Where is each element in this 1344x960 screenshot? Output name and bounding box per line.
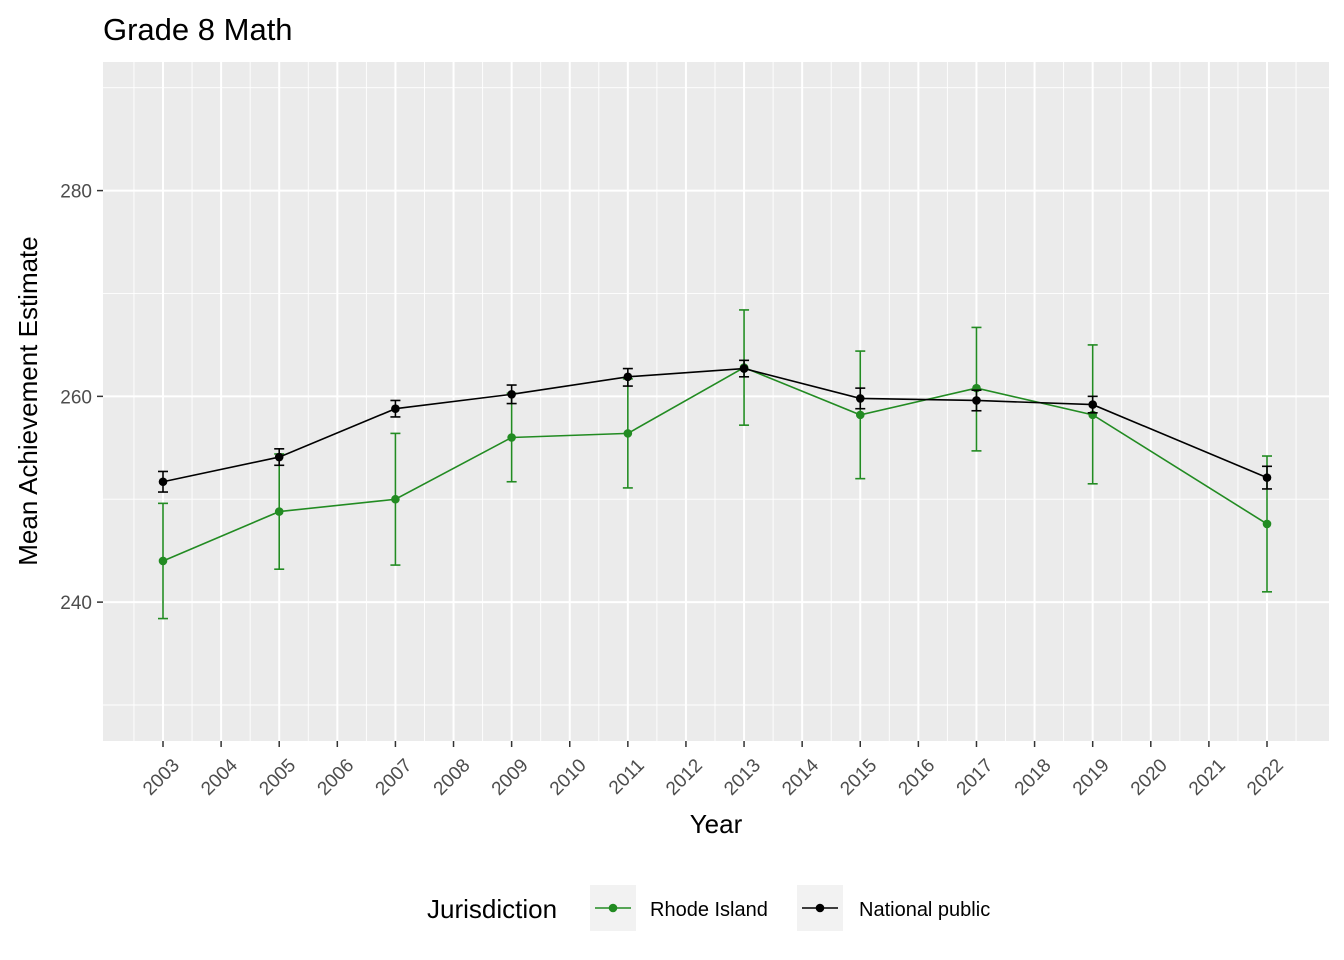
x-axis: 2003 2004 2005 2006 2007 2008 2009 2010 2011 2012… <box>139 741 1288 800</box>
plot-panel <box>103 62 1329 741</box>
y-tick-label: 260 <box>60 387 92 408</box>
data-point <box>158 556 168 566</box>
data-point <box>507 433 516 442</box>
legend-items: Rhode Island National public <box>590 885 990 931</box>
legend-title: Jurisdiction <box>427 894 557 924</box>
x-tick-label: 2015 <box>836 755 881 800</box>
data-point <box>623 429 633 438</box>
series-line <box>162 367 1268 483</box>
x-tick-label: 2012 <box>662 755 707 800</box>
chart-title: Grade 8 Math <box>103 12 293 47</box>
x-tick-label: 2006 <box>314 755 359 800</box>
data-point <box>1262 519 1272 529</box>
data-point <box>1088 400 1097 409</box>
x-tick-label: 2010 <box>546 755 591 800</box>
x-tick-label: 2022 <box>1243 755 1288 800</box>
x-tick-label: 2021 <box>1185 755 1230 800</box>
data-point <box>158 477 168 487</box>
x-tick-label: 2013 <box>720 755 765 800</box>
x-tick-label: 2008 <box>430 755 475 800</box>
x-tick-label: 2017 <box>953 755 998 800</box>
legend-item-national-public: National public <box>797 885 990 931</box>
grid-minor <box>103 62 1329 741</box>
legend-label: Rhode Island <box>650 899 768 921</box>
x-tick-label: 2003 <box>139 755 184 800</box>
x-tick-label: 2009 <box>488 755 533 800</box>
legend-label: National public <box>859 899 990 921</box>
series-national-public <box>158 359 1272 493</box>
legend-key-point <box>815 903 825 913</box>
data-point <box>855 410 865 420</box>
legend-item-rhode-island: Rhode Island <box>590 885 768 931</box>
x-axis-title: Year <box>690 809 743 839</box>
series-layer <box>158 309 1272 620</box>
x-tick-label: 2014 <box>778 755 823 800</box>
data-point <box>391 404 400 414</box>
data-point <box>739 364 749 373</box>
series-line <box>162 366 1268 562</box>
data-point <box>391 494 400 504</box>
y-tick-label: 240 <box>60 593 92 614</box>
data-point <box>274 507 284 516</box>
x-tick-label: 2018 <box>1011 755 1056 800</box>
x-tick-label: 2016 <box>895 755 940 800</box>
x-tick-label: 2019 <box>1069 755 1114 800</box>
y-axis-title: Mean Achievement Estimate <box>13 236 43 566</box>
data-point <box>1262 473 1272 482</box>
data-point <box>274 452 284 462</box>
data-point <box>855 394 865 403</box>
x-tick-label: 2011 <box>605 755 649 799</box>
x-tick-label: 2020 <box>1127 755 1172 800</box>
y-tick-label: 280 <box>60 182 92 203</box>
data-point <box>972 396 981 405</box>
grid-major <box>103 62 1329 741</box>
x-tick-label: 2007 <box>372 755 417 800</box>
x-tick-label: 2004 <box>197 755 242 800</box>
y-axis: 240 260 280 <box>60 182 103 614</box>
legend: Jurisdiction Rhode Island National public <box>427 885 990 931</box>
x-tick-label: 2005 <box>255 755 300 800</box>
data-point <box>507 389 516 399</box>
data-point <box>623 372 633 382</box>
legend-key-point <box>608 903 618 913</box>
